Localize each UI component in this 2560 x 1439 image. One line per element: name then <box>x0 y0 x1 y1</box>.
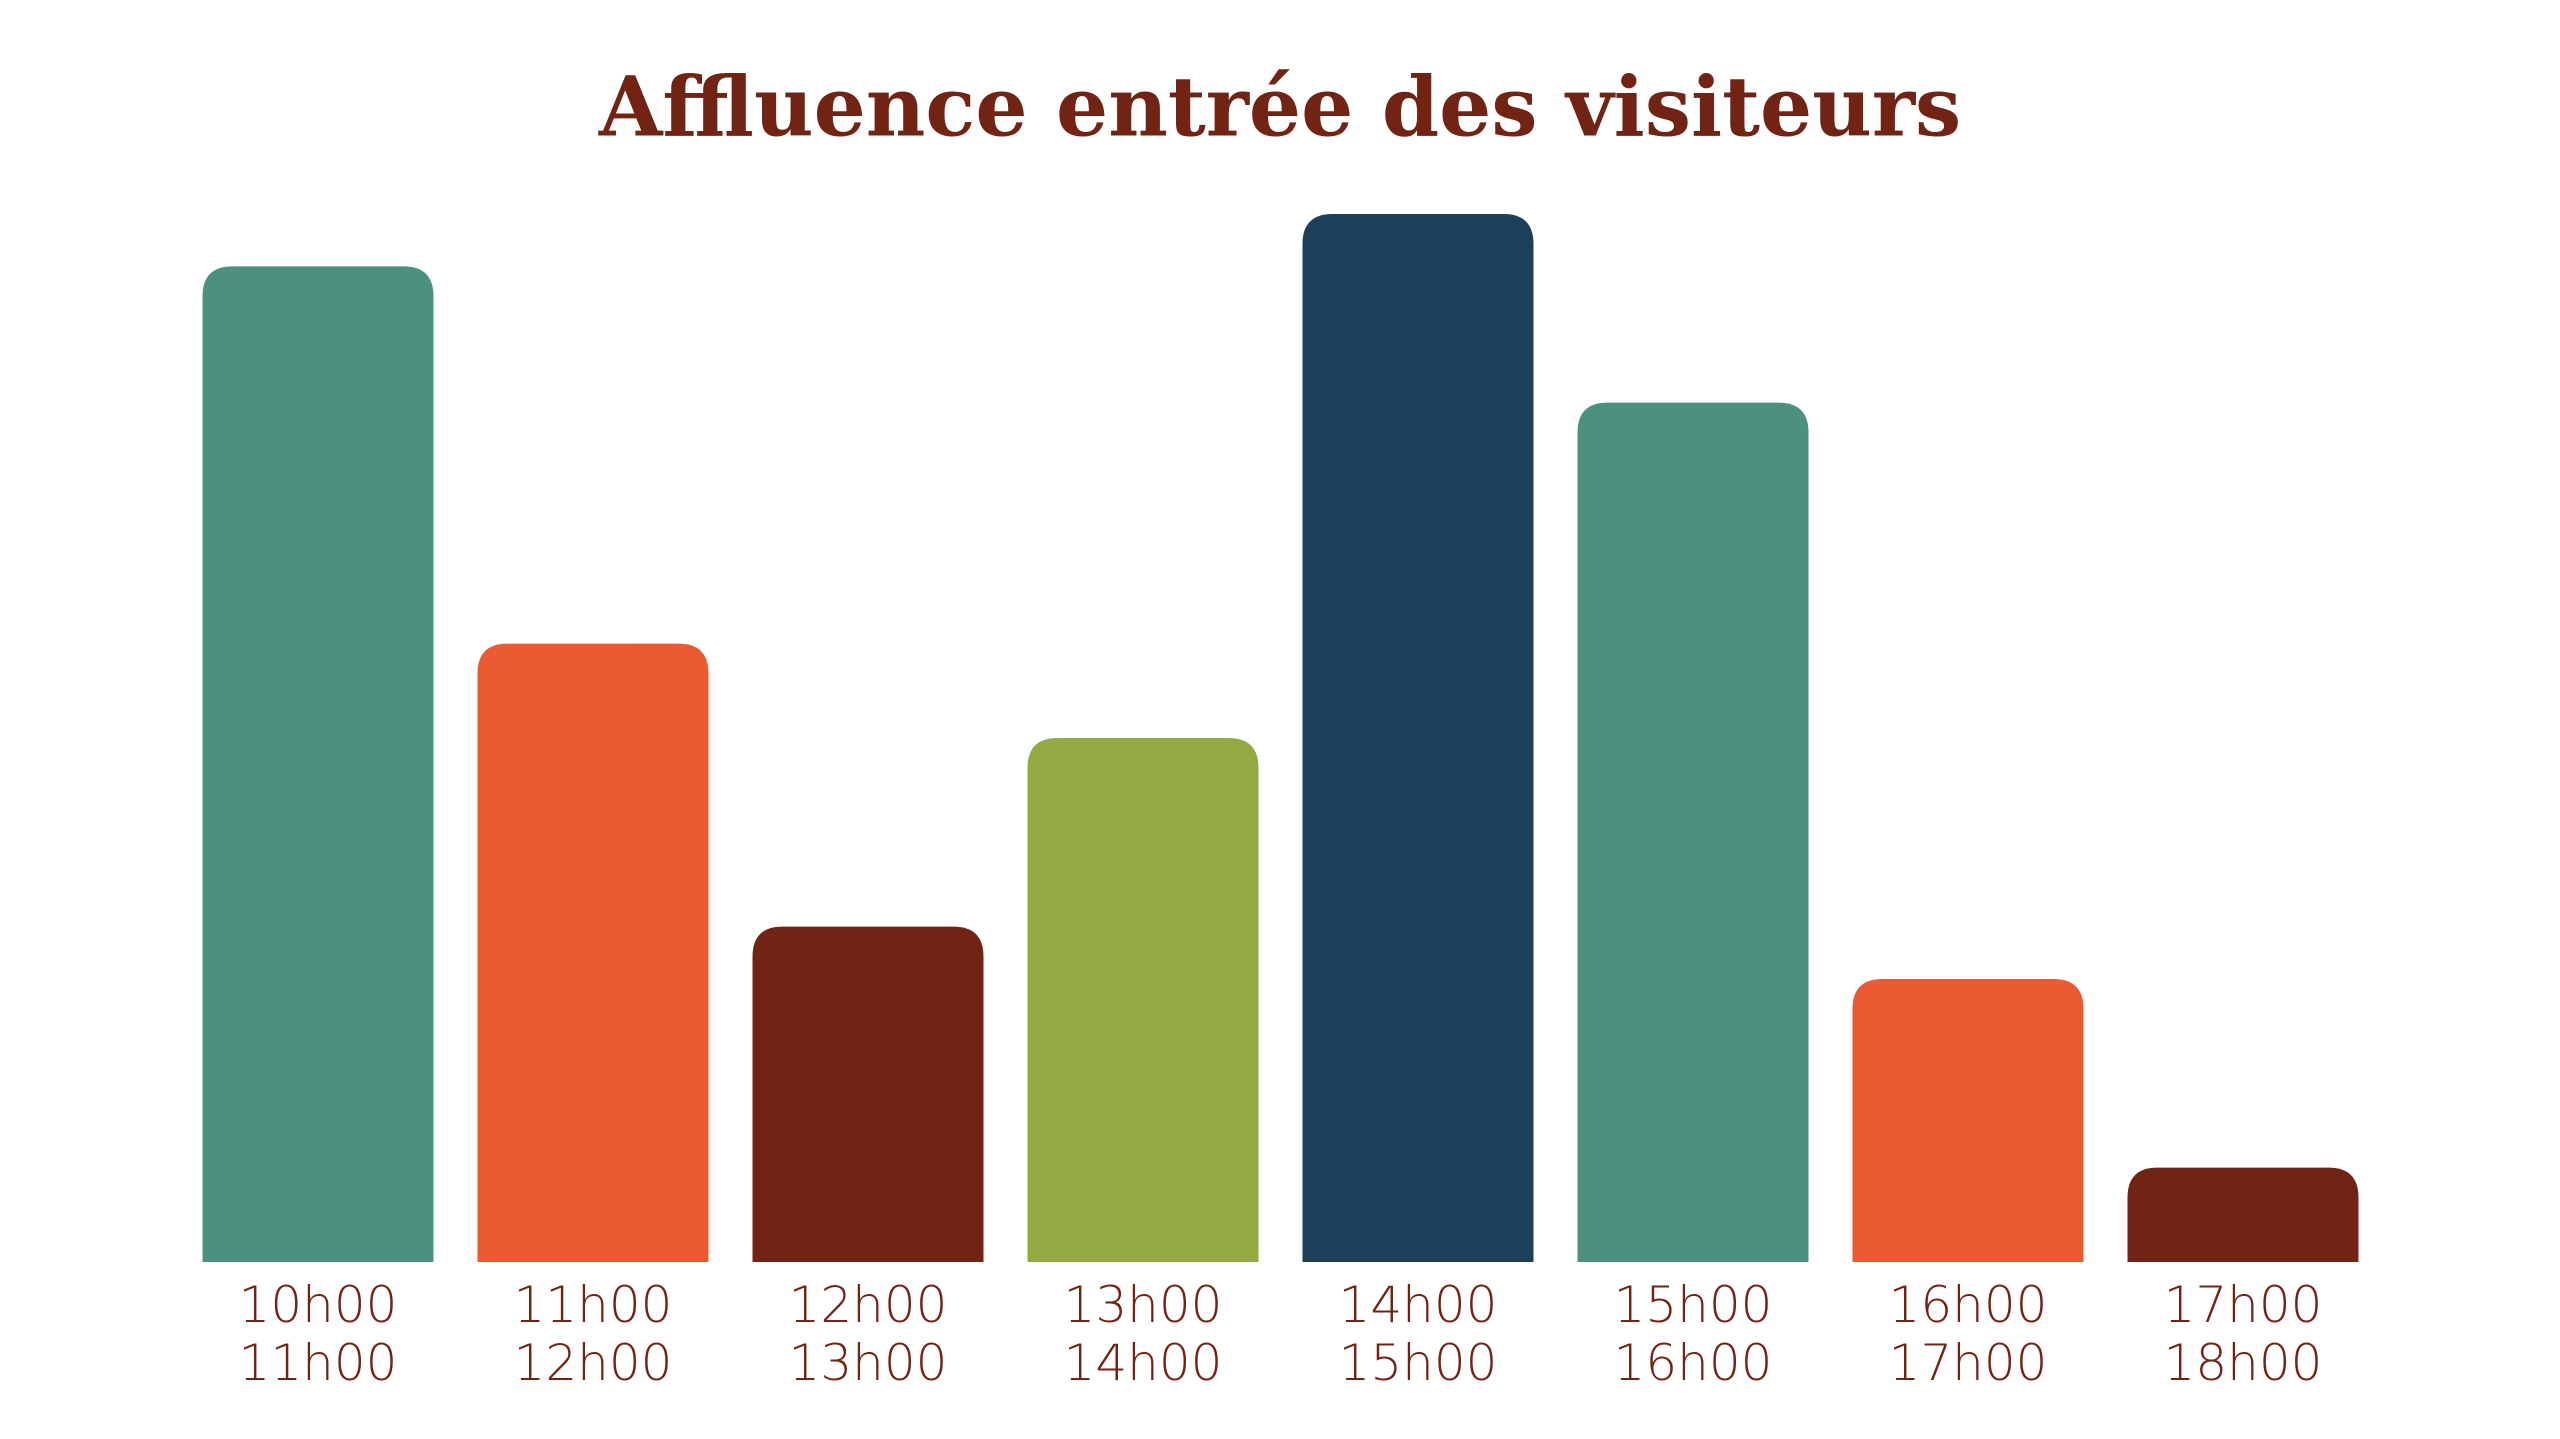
x-tick-label: 10h00 11h00 <box>239 1276 398 1392</box>
x-tick-label-line: 18h00 <box>2164 1334 2323 1392</box>
bar <box>1027 738 1259 1262</box>
x-tick-label-line: 11h00 <box>239 1334 398 1392</box>
x-tick-label-line: 13h00 <box>789 1334 948 1392</box>
bar <box>202 266 434 1262</box>
x-tick-label-line: 16h00 <box>1614 1334 1773 1392</box>
x-tick-label: 14h00 15h00 <box>1339 1276 1498 1392</box>
bar <box>1577 402 1809 1262</box>
x-tick-label-line: 14h00 <box>1339 1276 1498 1334</box>
bar <box>1302 214 1534 1262</box>
x-tick-label: 11h00 12h00 <box>514 1276 673 1392</box>
x-tick-label-line: 13h00 <box>1064 1276 1223 1334</box>
bar <box>2127 1167 2359 1262</box>
x-tick-label-line: 11h00 <box>514 1276 673 1334</box>
bar <box>752 926 984 1262</box>
x-tick-label: 16h00 17h00 <box>1889 1276 2048 1392</box>
x-tick-label: 12h00 13h00 <box>789 1276 948 1392</box>
x-tick-label: 17h00 18h00 <box>2164 1276 2323 1392</box>
bar <box>1852 979 2084 1262</box>
x-tick-label: 13h00 14h00 <box>1064 1276 1223 1392</box>
x-tick-label-line: 15h00 <box>1614 1276 1773 1334</box>
bar <box>477 643 709 1262</box>
x-tick-label-line: 17h00 <box>2164 1276 2323 1334</box>
x-tick-label-line: 17h00 <box>1889 1334 2048 1392</box>
x-tick-label-line: 12h00 <box>514 1334 673 1392</box>
x-tick-label-line: 14h00 <box>1064 1334 1223 1392</box>
x-tick-label-line: 12h00 <box>789 1276 948 1334</box>
x-tick-label-line: 16h00 <box>1889 1276 2048 1334</box>
chart-title: Affluence entrée des visiteurs <box>598 59 1961 155</box>
x-tick-label-line: 10h00 <box>239 1276 398 1334</box>
x-tick-label: 15h00 16h00 <box>1614 1276 1773 1392</box>
x-tick-label-line: 15h00 <box>1339 1334 1498 1392</box>
